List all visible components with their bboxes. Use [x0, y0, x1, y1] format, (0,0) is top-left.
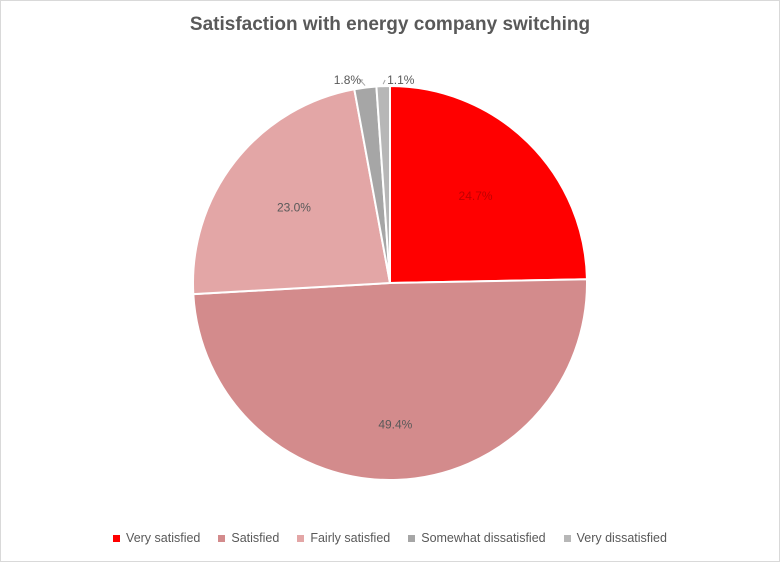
legend-label-very-satisfied: Very satisfied — [126, 531, 201, 545]
legend-label-very-dissatisfied: Very dissatisfied — [576, 531, 667, 545]
legend-item-very-satisfied: Very satisfied — [113, 531, 200, 545]
legend-label-somewhat-dissatisfied: Somewhat dissatisfied — [421, 531, 546, 545]
legend: Very satisfied Satisfied Fairly satisfie… — [0, 531, 780, 545]
leader-line-somewhat-dissatisfied — [358, 79, 366, 86]
legend-label-fairly-satisfied: Fairly satisfied — [310, 531, 391, 545]
data-label-satisfied: 49.4% — [378, 418, 412, 432]
pie-slice-very-satisfied — [389, 84, 588, 285]
data-label-very-satisfied: 24.7% — [459, 189, 493, 203]
legend-swatch-satisfied — [218, 534, 226, 542]
legend-swatch-fairly-satisfied — [297, 534, 305, 542]
pie-slice-satisfied — [192, 278, 588, 481]
leader-line-very-dissatisfied — [382, 79, 386, 85]
legend-swatch-somewhat-dissatisfied — [408, 534, 416, 542]
pie-slice-very-dissatisfied — [375, 84, 391, 284]
legend-item-fairly-satisfied: Fairly satisfied — [297, 531, 390, 545]
data-label-fairly-satisfied: 23.0% — [277, 201, 311, 215]
legend-swatch-very-dissatisfied — [563, 534, 571, 542]
legend-item-very-dissatisfied: Very dissatisfied — [563, 531, 667, 545]
chart-title: Satisfaction with energy company switchi… — [189, 14, 591, 35]
legend-label-satisfied: Satisfied — [231, 531, 280, 545]
legend-item-satisfied: Satisfied — [218, 531, 279, 545]
pie-slice-fairly-satisfied — [192, 88, 392, 296]
data-label-very-dissatisfied: 1.1% — [387, 73, 415, 87]
legend-swatch-very-satisfied — [113, 534, 121, 542]
data-label-somewhat-dissatisfied: 1.8% — [334, 73, 362, 87]
legend-item-somewhat-dissatisfied: Somewhat dissatisfied — [408, 531, 546, 545]
